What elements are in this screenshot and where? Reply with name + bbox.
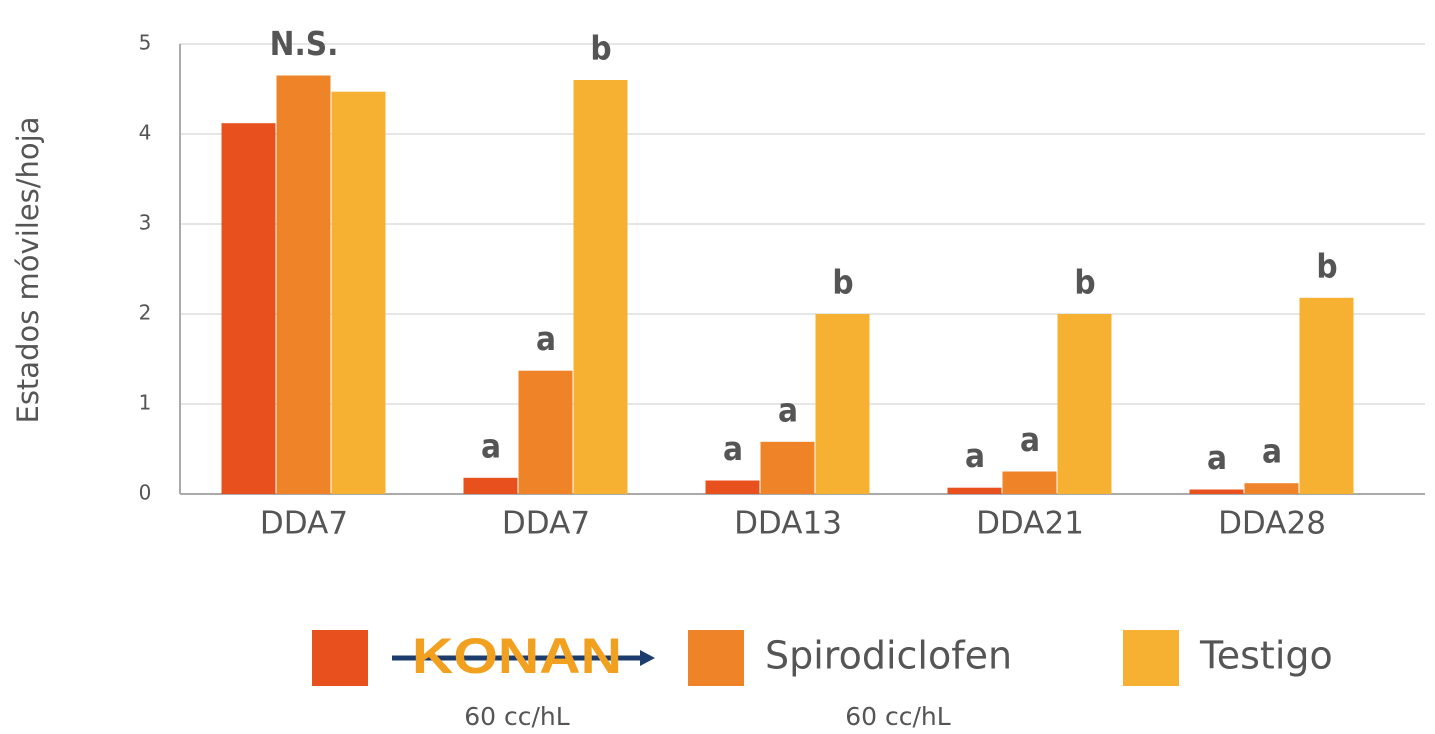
x-tick-label: DDA28 (1218, 506, 1326, 542)
y-tick-label: 3 (139, 211, 152, 235)
annotation: a (723, 429, 743, 468)
legend-label: Spirodiclofen (765, 634, 1012, 678)
legend-dose: 60 cc/hL (464, 702, 570, 731)
annotation: a (1207, 438, 1227, 477)
y-tick-label: 2 (139, 301, 152, 325)
bar (221, 123, 276, 494)
legend-swatch (312, 630, 368, 686)
legend-swatch (1123, 630, 1179, 686)
bar (573, 80, 628, 494)
annotation: b (590, 29, 611, 68)
bar (518, 370, 573, 494)
bar (1057, 314, 1112, 494)
legend-dose: 60 cc/hL (845, 702, 951, 731)
annotation: a (536, 319, 556, 358)
bar (1002, 471, 1057, 494)
annotation: N.S. (270, 24, 339, 63)
legend-label: KONAN (412, 628, 622, 684)
annotation: a (1262, 432, 1282, 471)
y-tick-label: 0 (139, 481, 152, 505)
x-tick-label: DDA7 (260, 506, 348, 542)
legend-swatch (688, 630, 744, 686)
bar (1189, 489, 1244, 494)
annotation: b (1316, 246, 1337, 285)
bar (760, 441, 815, 494)
logo-dart-tip (640, 650, 655, 666)
legend-label: Testigo (1199, 634, 1333, 678)
bar (947, 487, 1002, 494)
bar (815, 314, 870, 494)
x-tick-label: DDA21 (976, 506, 1084, 542)
annotation: a (1020, 420, 1040, 459)
y-tick-label: 1 (139, 391, 152, 415)
bar (276, 75, 331, 494)
annotation: a (481, 426, 501, 465)
y-tick-label: 5 (139, 31, 152, 55)
bar (1299, 297, 1354, 494)
bar (463, 477, 518, 494)
annotation: a (965, 436, 985, 475)
annotation: b (1074, 263, 1095, 302)
annotation: b (832, 263, 853, 302)
y-axis-label: Estados móviles/hoja (11, 117, 45, 424)
bar (331, 91, 386, 494)
x-tick-label: DDA13 (734, 506, 842, 542)
x-tick-label: DDA7 (502, 506, 590, 542)
y-tick-label: 4 (139, 121, 152, 145)
bar (1244, 483, 1299, 494)
annotation: a (778, 390, 798, 429)
bar (705, 480, 760, 494)
